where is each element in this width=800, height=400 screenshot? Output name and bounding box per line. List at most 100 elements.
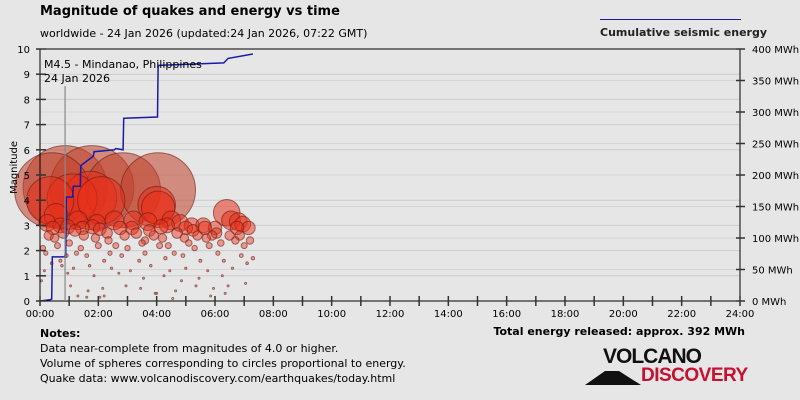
quake-bubble <box>168 269 172 273</box>
quake-bubble <box>93 222 107 236</box>
logo-discovery: DISCOVERY <box>641 365 748 386</box>
quake-bubble <box>226 284 230 288</box>
annotation-title: M4.5 - Mindanao, Philippines <box>44 58 202 71</box>
quake-bubble <box>209 294 213 298</box>
quake-bubble <box>142 276 145 280</box>
quake-bubble <box>191 244 198 252</box>
quake-bubble <box>77 244 85 252</box>
quake-bubble <box>60 264 64 268</box>
quake-bubble <box>156 242 164 250</box>
quake-bubble <box>65 239 73 247</box>
quake-bubble <box>163 256 168 261</box>
quake-bubble <box>157 233 168 243</box>
quake-bubble <box>92 274 96 278</box>
quake-bubble <box>155 291 159 295</box>
quake-bubble <box>162 274 166 278</box>
y2-tick-label: 150 MWh <box>752 203 799 214</box>
y-tick-label: 10 <box>17 45 30 56</box>
quake-bubble <box>124 284 128 288</box>
quake-bubble <box>171 250 177 256</box>
quake-bubble <box>43 230 54 241</box>
y-tick-label: 6 <box>24 146 30 157</box>
y2-tick-label: 300 MWh <box>752 108 799 119</box>
note-line: Volume of spheres corresponding to circl… <box>40 357 406 370</box>
quake-bubble <box>234 230 246 241</box>
legend-energy-swatch <box>600 19 741 20</box>
chart-subtitle: worldwide - 24 Jan 2026 (updated:24 Jan … <box>40 27 368 40</box>
y2-tick-label: 0 MWh <box>752 297 786 308</box>
quake-bubble <box>206 269 210 273</box>
quake-bubble <box>205 242 213 250</box>
quake-bubble <box>198 258 203 263</box>
x-tick-label: 12:00 <box>376 309 405 320</box>
quake-bubble <box>220 274 224 278</box>
quake-bubble <box>217 239 225 247</box>
quake-bubbles <box>14 145 256 300</box>
y-tick-label: 3 <box>24 221 30 232</box>
x-tick-label: 08:00 <box>259 309 288 320</box>
y2-tick-label: 250 MWh <box>752 140 799 151</box>
quake-bubble <box>98 295 102 299</box>
quake-bubble <box>158 217 175 234</box>
quake-bubble <box>102 258 107 263</box>
quake-bubble <box>148 230 160 241</box>
y-tick-label: 4 <box>24 196 30 207</box>
volcanodiscovery-logo[interactable]: VOLCANO DISCOVERY <box>585 345 760 390</box>
legend-energy-label: Cumulative seismic energy <box>600 26 768 39</box>
quake-bubble <box>71 266 76 270</box>
y-tick-label: 0 <box>24 297 30 308</box>
quake-bubble <box>76 294 80 298</box>
volcano-icon <box>585 371 641 385</box>
quake-bubble <box>88 214 106 232</box>
quake-bubble <box>69 284 73 288</box>
x-tick-label: 02:00 <box>84 309 113 320</box>
x-tick-label: 06:00 <box>201 309 230 320</box>
y-tick-label: 5 <box>24 171 30 182</box>
quake-bubble <box>223 291 227 295</box>
quake-bubble <box>250 256 256 261</box>
quake-bubble <box>245 236 255 245</box>
quake-bubble <box>185 239 193 247</box>
total-energy: Total energy released: approx. 392 MWh <box>493 325 745 338</box>
quake-bubble <box>180 279 183 283</box>
quake-bubble <box>84 253 90 259</box>
y-tick-label: 1 <box>24 272 30 283</box>
quake-bubble <box>43 250 49 256</box>
quake-bubble <box>184 266 188 270</box>
quake-bubble <box>101 286 105 290</box>
quake-bubble <box>128 269 132 273</box>
quake-bubble <box>112 242 120 250</box>
chart-title: Magnitude of quakes and energy vs time <box>40 4 340 19</box>
y2-tick-label: 400 MWh <box>752 45 799 56</box>
quake-bubble <box>119 253 125 259</box>
y-tick-label: 2 <box>24 247 30 258</box>
y-tick-label: 9 <box>24 70 30 81</box>
quake-bubble <box>171 297 175 300</box>
quake-bubble <box>40 279 43 283</box>
quake-bubble <box>86 289 90 293</box>
notes: Notes: Data near-complete from magnitude… <box>40 326 406 386</box>
quake-bubble <box>221 258 226 263</box>
quake-bubble <box>180 253 186 259</box>
quake-bubble <box>206 230 218 241</box>
quake-bubble <box>240 242 248 250</box>
energy-curve <box>39 53 254 302</box>
quake-bubble <box>102 294 106 298</box>
energy-curve-group <box>39 53 254 302</box>
quake-bubble <box>117 271 121 275</box>
logo-volcano: VOLCANO <box>603 345 702 368</box>
x-tick-label: 22:00 <box>667 309 696 320</box>
quake-bubble <box>197 276 201 280</box>
quake-bubble <box>87 264 92 268</box>
quake-bubble <box>109 266 114 270</box>
quake-bubble <box>54 242 61 250</box>
note-line[interactable]: Quake data: www.volcanodiscovery.com/ear… <box>40 372 396 385</box>
quake-bubble <box>49 233 60 243</box>
quake-bubble <box>90 233 101 243</box>
quake-bubble <box>215 250 221 256</box>
quake-bubble <box>104 236 113 245</box>
quake-bubble <box>78 230 90 241</box>
quake-bubble <box>107 250 113 256</box>
